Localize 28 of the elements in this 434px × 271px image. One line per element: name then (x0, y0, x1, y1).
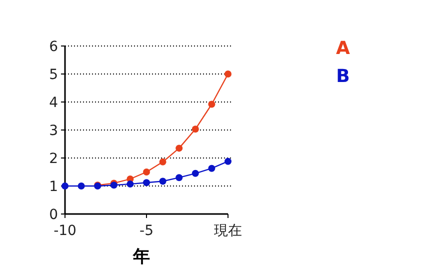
point (224, 70, 232, 78)
point (208, 164, 216, 172)
x-tick-label: -5 (140, 223, 154, 239)
y-tick-label: 3 (49, 123, 58, 139)
point (208, 100, 216, 108)
y-tick-label: 2 (49, 151, 58, 167)
point (176, 174, 183, 182)
text: B (336, 66, 350, 87)
point (176, 144, 183, 152)
y-tick-label: 6 (49, 39, 58, 55)
point (159, 158, 166, 166)
x-tick-label: 現在 (214, 223, 242, 239)
x-axis-title: 年 (132, 247, 150, 267)
point (224, 158, 232, 165)
point (143, 168, 150, 176)
y-tick-label: 0 (49, 207, 58, 223)
point (78, 182, 85, 190)
point (159, 178, 166, 185)
x-tick-label: -10 (54, 223, 76, 239)
point (192, 126, 199, 133)
y-tick-label: 5 (49, 67, 58, 83)
point (62, 182, 68, 190)
y-tick-label: 4 (49, 95, 58, 111)
point (192, 170, 199, 177)
text: A (336, 38, 350, 59)
point (143, 179, 150, 186)
point (126, 180, 134, 188)
y-tick-label: 1 (49, 179, 58, 195)
